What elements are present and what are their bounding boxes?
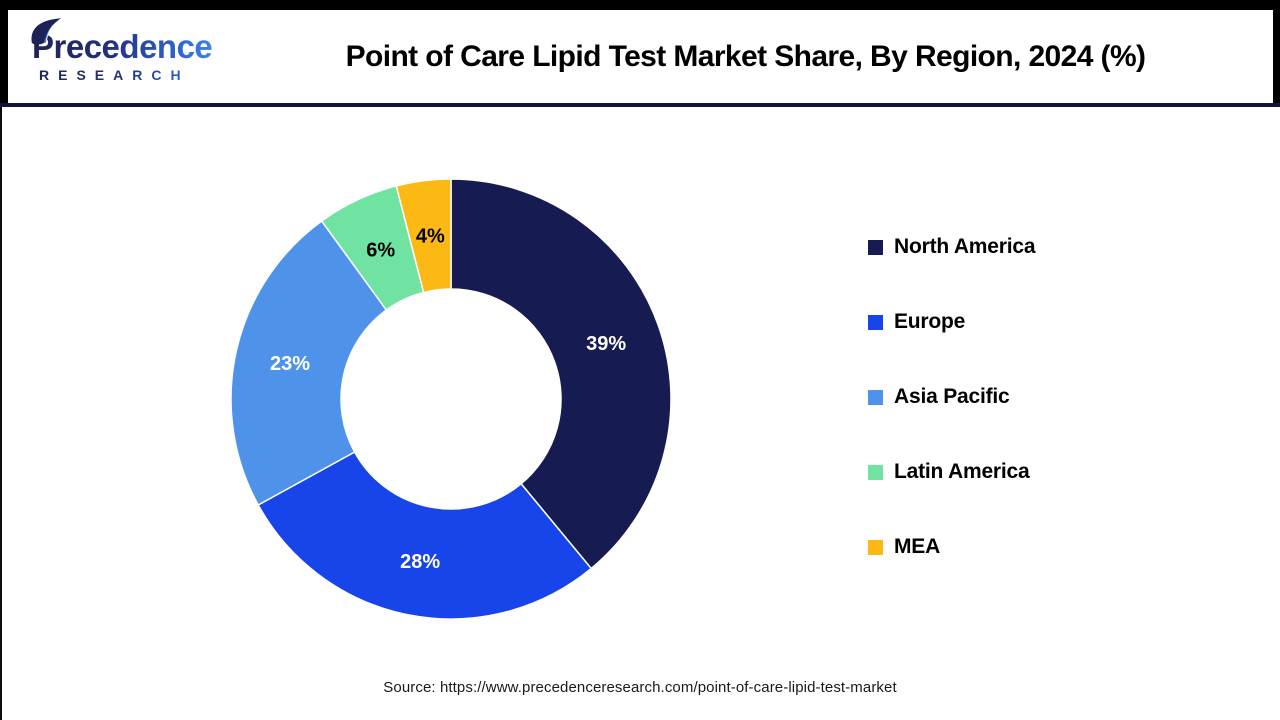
legend-swatch-latin-america <box>868 464 883 480</box>
brand-logo: Precedence RESEARCH <box>31 18 228 83</box>
donut-slice-europe <box>257 451 592 620</box>
brand-name: Precedence <box>32 30 228 65</box>
source-citation: Source: https://www.precedenceresearch.c… <box>383 679 897 696</box>
legend-label-mea: MEA <box>894 535 941 558</box>
brand-subtitle: RESEARCH <box>32 67 228 83</box>
legend-swatch-asia-pacific <box>868 389 883 405</box>
header: Precedence RESEARCH Point of Care Lipid … <box>0 10 1280 103</box>
legend-swatch-north-america <box>868 239 883 255</box>
legend-label-asia-pacific: Asia Pacific <box>894 385 1010 408</box>
donut-slice-asia-pacific <box>230 220 388 506</box>
slice-label-europe: 28% <box>400 551 440 573</box>
legend-label-latin-america: Latin America <box>894 460 1030 483</box>
legend-item-north-america: North America <box>868 235 1036 258</box>
donut-chart: 39% 28% 23% 6% 4% <box>230 178 672 620</box>
slice-label-asia-pacific: 23% <box>270 353 310 375</box>
leaf-icon <box>31 18 62 45</box>
legend-item-latin-america: Latin America <box>868 460 1035 483</box>
header-divider <box>0 103 1280 107</box>
legend-swatch-mea <box>868 539 883 555</box>
slice-label-latin-america: 6% <box>366 240 395 262</box>
legend-label-north-america: North America <box>894 235 1036 258</box>
legend-swatch-europe <box>868 314 883 330</box>
chart-title: Point of Care Lipid Test Market Share, B… <box>345 39 1146 73</box>
legend-item-europe: Europe <box>868 310 1035 333</box>
slice-label-mea: 4% <box>416 225 445 247</box>
legend-item-mea: MEA <box>868 535 1035 558</box>
top-border-bar <box>0 0 1280 10</box>
chart-legend: North America Europe Asia Pacific Latin Ame… <box>868 235 1036 611</box>
legend-label-europe: Europe <box>894 310 966 333</box>
donut-slice-mea <box>395 178 452 294</box>
left-border-line <box>0 107 2 720</box>
donut-slice-north-america <box>450 178 672 570</box>
slice-label-north-america: 39% <box>586 333 626 355</box>
legend-item-asia-pacific: Asia Pacific <box>868 385 1035 408</box>
